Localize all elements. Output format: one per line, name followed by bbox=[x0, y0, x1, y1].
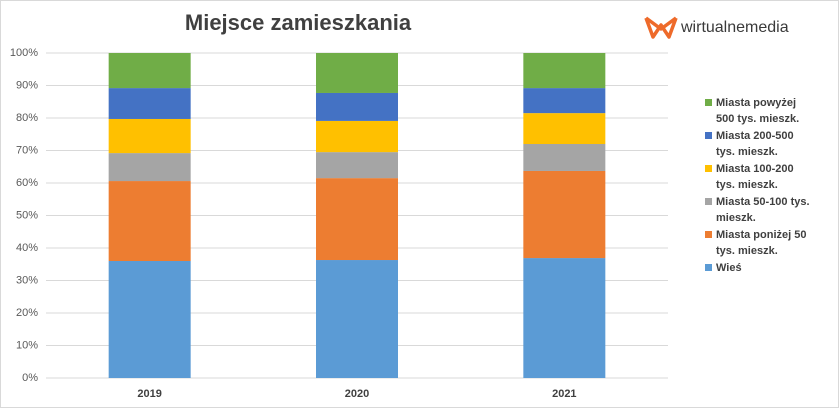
y-tick-label: 0% bbox=[22, 372, 38, 384]
bar-segment bbox=[316, 152, 398, 179]
bar-segment bbox=[316, 92, 398, 121]
legend-item: Miasta 200-500 tys. mieszk. bbox=[705, 128, 815, 161]
y-tick-label: 20% bbox=[16, 307, 38, 319]
legend-swatch bbox=[705, 165, 712, 172]
bar-segment bbox=[316, 53, 398, 93]
bar-segment bbox=[523, 53, 606, 89]
legend-swatch bbox=[705, 99, 712, 106]
legend-item: Miasta powyżej 500 tys. mieszk. bbox=[705, 95, 815, 128]
bar-segment bbox=[316, 120, 398, 153]
y-tick-label: 30% bbox=[16, 274, 38, 286]
x-tick-label: 2019 bbox=[137, 388, 161, 400]
legend-item: Wieś bbox=[705, 260, 815, 293]
legend-swatch bbox=[705, 132, 712, 139]
y-tick-label: 100% bbox=[10, 47, 38, 59]
bar-segment bbox=[316, 178, 398, 261]
legend-swatch bbox=[705, 231, 712, 238]
bar-segment bbox=[316, 260, 398, 378]
bar-segment bbox=[108, 53, 191, 89]
brand-logo-icon bbox=[644, 16, 678, 39]
y-tick-label: 40% bbox=[16, 242, 38, 254]
y-tick-label: 60% bbox=[16, 177, 38, 189]
y-tick-label: 70% bbox=[16, 144, 38, 156]
legend-label: Wieś bbox=[716, 262, 742, 274]
legend: Miasta powyżej 500 tys. mieszk. Miasta 20… bbox=[705, 95, 815, 293]
legend-label: Miasta 100-200 tys. mieszk. bbox=[716, 163, 794, 191]
bar-segment bbox=[108, 153, 191, 182]
x-tick-label: 2021 bbox=[552, 388, 576, 400]
brand-name: wirtualnemedia bbox=[680, 19, 789, 36]
bar-segment bbox=[108, 88, 191, 119]
bar-segment bbox=[523, 144, 606, 171]
x-tick-label: 2020 bbox=[345, 388, 369, 400]
y-tick-label: 80% bbox=[16, 112, 38, 124]
legend-swatch bbox=[705, 264, 712, 271]
bar-segment bbox=[523, 113, 606, 144]
chart-title: Miejsce zamieszkania bbox=[185, 10, 412, 35]
legend-item: Miasta poniżej 50 tys. mieszk. bbox=[705, 227, 815, 260]
y-tick-label: 10% bbox=[16, 339, 38, 351]
legend-label: Miasta powyżej 500 tys. mieszk. bbox=[716, 97, 800, 125]
legend-label: Miasta poniżej 50 tys. mieszk. bbox=[716, 229, 807, 257]
y-tick-label: 50% bbox=[16, 209, 38, 221]
bar-segment bbox=[108, 261, 191, 378]
bar-segment bbox=[523, 88, 606, 114]
legend-swatch bbox=[705, 198, 712, 205]
legend-label: Miasta 50-100 tys. mieszk. bbox=[716, 196, 810, 224]
bar-segment bbox=[108, 181, 191, 261]
bar-segment bbox=[523, 258, 606, 378]
legend-item: Miasta 100-200 tys. mieszk. bbox=[705, 161, 815, 194]
y-tick-label: 90% bbox=[16, 79, 38, 91]
bar-segment bbox=[523, 170, 606, 259]
legend-item: Miasta 50-100 tys. mieszk. bbox=[705, 194, 815, 227]
bar-segment bbox=[108, 118, 191, 154]
legend-label: Miasta 200-500 tys. mieszk. bbox=[716, 130, 794, 158]
